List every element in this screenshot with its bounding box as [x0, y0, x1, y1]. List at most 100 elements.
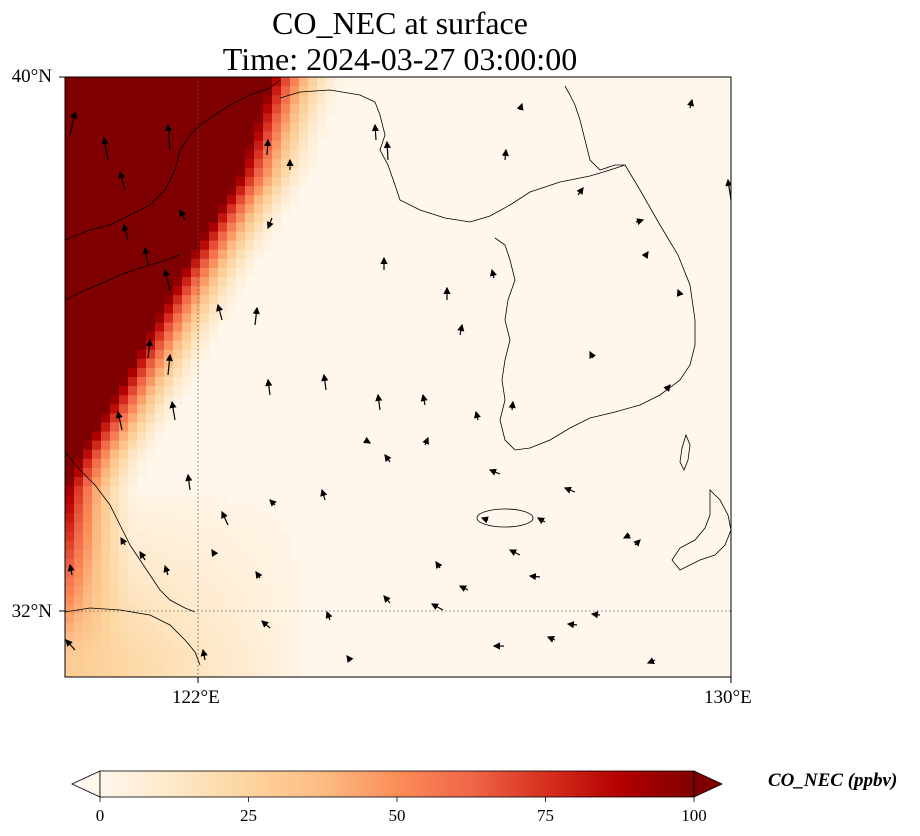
field-cell	[290, 104, 300, 114]
field-cell	[74, 595, 84, 605]
field-cell	[92, 349, 102, 360]
field-cell	[65, 240, 75, 251]
field-cell	[209, 86, 219, 96]
wind-arrow	[383, 595, 391, 604]
field-cell	[182, 586, 192, 596]
field-cell	[83, 513, 93, 524]
field-cell	[119, 422, 129, 433]
field-cell	[101, 586, 111, 596]
field-cell	[272, 658, 282, 669]
field-cell	[164, 413, 174, 424]
coastline-japan	[671, 489, 731, 571]
field-cell	[155, 177, 165, 187]
field-cell	[110, 177, 120, 187]
field-cell	[245, 504, 255, 514]
field-cell	[290, 122, 300, 133]
field-cell	[110, 577, 120, 587]
field-cell	[308, 149, 318, 160]
field-cell	[254, 613, 264, 624]
field-cell	[272, 540, 282, 551]
field-cell	[191, 577, 201, 587]
field-cell	[92, 131, 102, 142]
field-cell	[92, 431, 102, 442]
field-cell	[281, 586, 291, 596]
field-cell	[164, 658, 174, 669]
field-cell	[65, 477, 75, 487]
field-cell	[110, 77, 120, 87]
field-cell	[119, 304, 129, 314]
field-cell	[155, 549, 165, 560]
field-cell	[326, 77, 336, 87]
field-cell	[128, 513, 138, 524]
field-cell	[272, 595, 282, 605]
field-cell	[65, 567, 75, 578]
field-cell	[227, 613, 237, 624]
field-cell	[119, 577, 129, 587]
field-cell	[155, 567, 165, 578]
field-cell	[227, 113, 237, 124]
field-cell	[83, 213, 93, 224]
field-cell	[209, 113, 219, 124]
field-cell	[173, 177, 183, 187]
field-cell	[236, 177, 246, 187]
field-cell	[65, 577, 75, 587]
field-cell	[101, 658, 111, 669]
field-cell	[227, 640, 237, 651]
field-cell	[119, 104, 129, 114]
field-cell	[164, 495, 174, 505]
wind-arrow	[488, 468, 501, 476]
field-cell	[65, 349, 75, 360]
field-cell	[74, 222, 84, 233]
field-cell	[110, 213, 120, 224]
lat-label-bottom: 32°N	[11, 601, 52, 622]
field-cell	[164, 522, 174, 533]
field-cell	[191, 222, 201, 233]
field-cell	[263, 95, 273, 105]
field-cell	[281, 631, 291, 642]
field-cell	[119, 640, 129, 651]
field-cell	[164, 158, 174, 169]
field-cell	[74, 149, 84, 160]
field-cell	[173, 222, 183, 233]
wind-arrow	[162, 268, 171, 291]
field-cell	[218, 222, 228, 233]
field-cell	[254, 531, 264, 542]
field-cell	[101, 195, 111, 205]
field-cell	[209, 286, 219, 296]
field-cell	[128, 95, 138, 105]
field-cell	[65, 631, 75, 642]
field-cell	[110, 186, 120, 196]
field-cell	[146, 649, 156, 660]
wind-arrow	[420, 393, 428, 406]
field-cell	[254, 649, 264, 660]
field-cell	[173, 549, 183, 560]
wind-arrow	[67, 563, 75, 576]
field-cell	[146, 504, 156, 514]
field-cell	[227, 577, 237, 587]
field-cell	[155, 367, 165, 378]
field-cell	[200, 295, 210, 305]
field-cell	[236, 522, 246, 533]
field-cell	[200, 77, 210, 87]
field-cell	[164, 504, 174, 514]
field-cell	[254, 558, 264, 569]
field-cell	[200, 331, 210, 342]
field-cell	[137, 149, 147, 160]
field-cell	[254, 95, 264, 105]
field-cell	[74, 186, 84, 196]
field-cell	[218, 140, 228, 151]
field-cell	[200, 658, 210, 669]
field-cell	[101, 231, 111, 242]
field-cell	[119, 595, 129, 605]
field-cell	[83, 177, 93, 187]
field-cell	[119, 186, 129, 196]
field-cell	[245, 231, 255, 242]
field-cell	[290, 613, 300, 624]
field-cell	[254, 604, 264, 614]
field-cell	[137, 458, 147, 469]
field-cell	[254, 204, 264, 214]
field-cell	[155, 404, 165, 414]
field-cell	[110, 613, 120, 624]
field-cell	[146, 95, 156, 105]
wind-arrow	[489, 268, 497, 279]
